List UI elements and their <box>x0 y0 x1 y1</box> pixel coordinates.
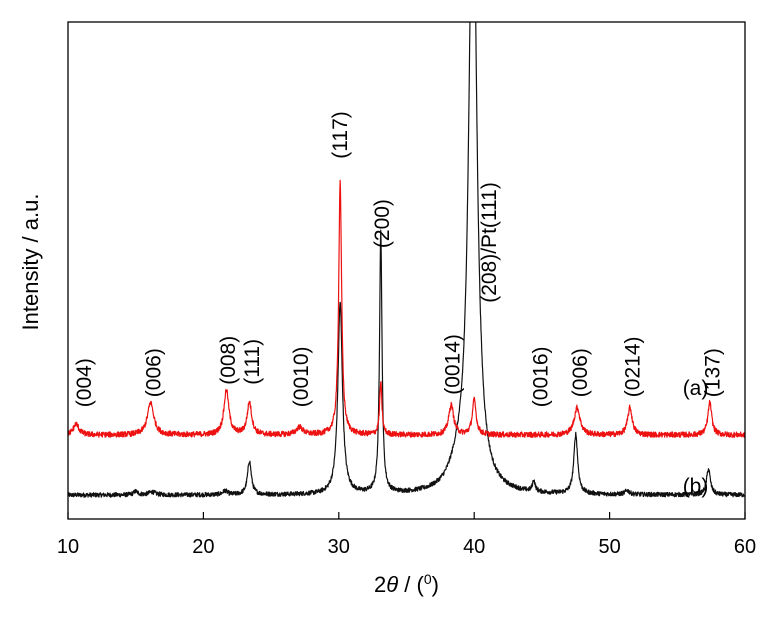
peak-label: (208)/Pt(111) <box>478 182 501 303</box>
chart-traces <box>68 22 745 498</box>
series-labels: (a) (b) <box>683 377 709 498</box>
peak-label: (0214) <box>622 336 645 397</box>
series-line-a <box>68 179 745 439</box>
x-tick-label: 50 <box>598 536 620 558</box>
x-tick-label: 20 <box>192 536 214 558</box>
peak-label: (200) <box>371 199 394 248</box>
peak-label: (137) <box>702 348 725 397</box>
peak-label: (117) <box>329 111 352 158</box>
series-label: (a) <box>683 377 709 400</box>
peak-label: (004) <box>73 358 96 407</box>
y-axis-title: Intensity / a.u. <box>18 194 43 331</box>
x-axis-title-middle: / ( <box>398 572 424 597</box>
plot-frame <box>67 21 746 520</box>
x-tick-label: 40 <box>463 536 485 558</box>
peak-label: (0016) <box>530 346 553 407</box>
x-axis-title: 2θ / (0) <box>374 571 439 597</box>
x-tick-label: 60 <box>734 536 756 558</box>
x-axis-title-suffix: ) <box>432 572 439 597</box>
series-label: (b) <box>683 475 709 498</box>
x-axis-title-degree: 0 <box>424 571 432 587</box>
peak-label: (006) <box>569 348 592 397</box>
peak-label: (0010) <box>290 346 313 407</box>
peak-label: (006) <box>142 348 165 397</box>
x-axis-title-theta: θ <box>386 572 398 597</box>
x-axis-title-prefix: 2 <box>374 572 386 597</box>
peak-label: (008) <box>217 336 240 385</box>
peak-label: (111) <box>241 339 264 385</box>
x-tick-label: 30 <box>328 536 350 558</box>
peak-labels: (004) (006) (008) (111) (0010) (117) (200) (001… <box>73 111 724 407</box>
x-tick-label: 10 <box>57 536 79 558</box>
peak-label: (0014) <box>442 334 465 395</box>
x-axis-ticks: 10 20 30 40 50 60 <box>57 512 756 558</box>
series-line-b <box>68 22 745 498</box>
